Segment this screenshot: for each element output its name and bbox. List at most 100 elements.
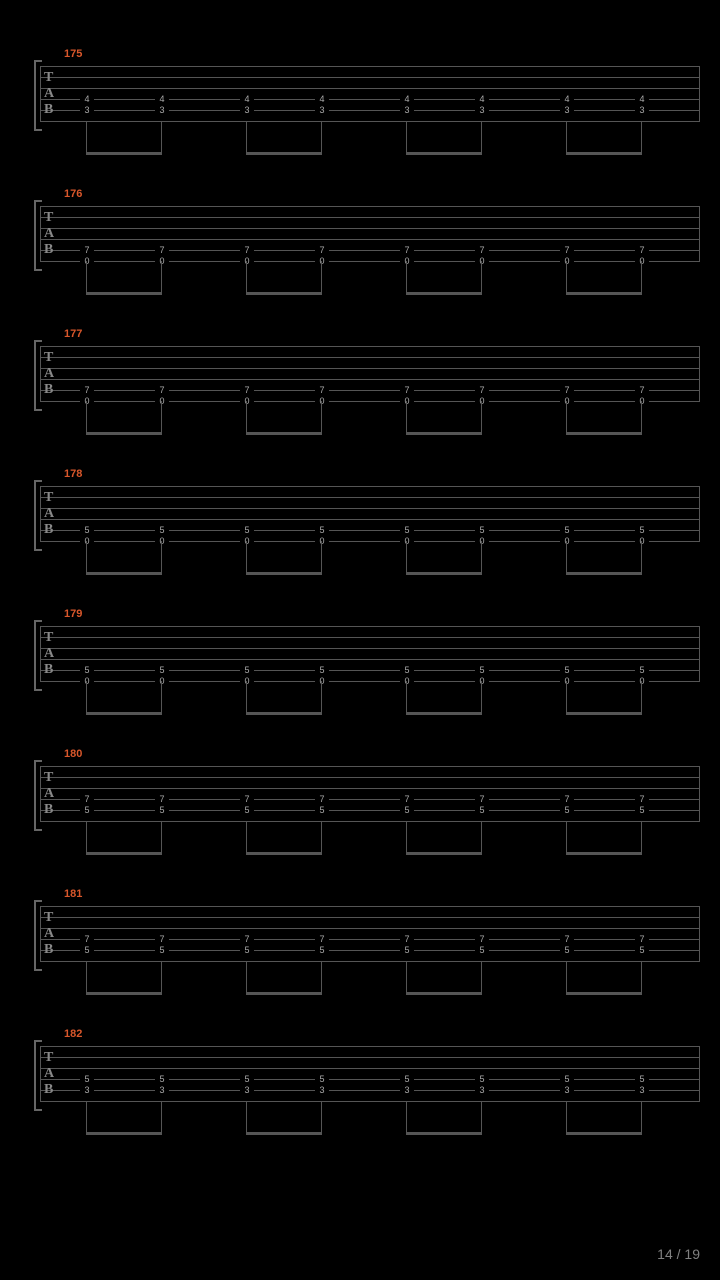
measure-number: 180	[64, 748, 82, 760]
fret-number: 5	[80, 945, 94, 956]
fret-number: 4	[315, 94, 329, 105]
note-stem	[566, 681, 567, 713]
fret-number: 7	[560, 245, 574, 256]
fret-number: 3	[560, 105, 574, 116]
note-stem	[86, 1101, 87, 1133]
fret-number: 5	[155, 665, 169, 676]
fret-number: 7	[400, 934, 414, 945]
tab-measure: 180TAB7575757575757575	[40, 748, 700, 848]
note-stem	[641, 121, 642, 153]
tab-clef-letter: T	[44, 491, 53, 505]
tab-clef-letter: T	[44, 631, 53, 645]
fret-number: 3	[475, 1085, 489, 1096]
note-stem	[246, 541, 247, 573]
note-stem	[246, 961, 247, 993]
fret-number: 0	[80, 256, 94, 267]
beam	[566, 432, 642, 435]
staff-line	[40, 519, 700, 520]
staff-line	[40, 239, 700, 240]
fret-number: 5	[315, 805, 329, 816]
tab-clef-letter: A	[44, 787, 54, 801]
beam	[406, 1132, 482, 1135]
fret-number: 3	[315, 1085, 329, 1096]
note-stem	[566, 121, 567, 153]
fret-number: 5	[155, 525, 169, 536]
note-stem	[246, 1101, 247, 1133]
fret-number: 3	[315, 105, 329, 116]
fret-number: 5	[240, 945, 254, 956]
fret-number: 4	[155, 94, 169, 105]
note-stem	[86, 821, 87, 853]
fret-number: 7	[315, 385, 329, 396]
staff-line	[40, 637, 700, 638]
beam	[406, 992, 482, 995]
staff-line	[40, 681, 700, 682]
barline	[699, 766, 700, 821]
tab-clef-letter: A	[44, 87, 54, 101]
fret-number: 5	[155, 945, 169, 956]
beam	[566, 572, 642, 575]
measure-number: 179	[64, 608, 82, 620]
barline	[40, 766, 41, 821]
fret-number: 5	[475, 665, 489, 676]
note-stem	[321, 121, 322, 153]
beam	[566, 852, 642, 855]
staff-line	[40, 486, 700, 487]
fret-number: 5	[155, 805, 169, 816]
fret-number: 5	[635, 1074, 649, 1085]
fret-number: 0	[155, 256, 169, 267]
fret-number: 7	[155, 934, 169, 945]
fret-number: 0	[315, 396, 329, 407]
fret-number: 5	[80, 805, 94, 816]
note-stem	[641, 961, 642, 993]
fret-number: 7	[80, 934, 94, 945]
note-stem	[86, 121, 87, 153]
fret-number: 7	[80, 385, 94, 396]
fret-number: 7	[80, 245, 94, 256]
beam	[406, 152, 482, 155]
beam	[86, 292, 162, 295]
staff-line	[40, 390, 700, 391]
measure-number: 181	[64, 888, 82, 900]
barline	[699, 66, 700, 121]
fret-number: 0	[240, 396, 254, 407]
staff-line	[40, 788, 700, 789]
beam	[86, 432, 162, 435]
note-stem	[321, 261, 322, 293]
tab-clef-letter: A	[44, 507, 54, 521]
beam	[406, 432, 482, 435]
note-stem	[641, 401, 642, 433]
staff-line	[40, 1090, 700, 1091]
tab-clef-letter: B	[44, 943, 53, 957]
note-stem	[566, 1101, 567, 1133]
barline	[40, 346, 41, 401]
fret-number: 7	[155, 245, 169, 256]
staff-line	[40, 810, 700, 811]
fret-number: 3	[560, 1085, 574, 1096]
fret-number: 7	[240, 794, 254, 805]
fret-number: 0	[635, 536, 649, 547]
note-stem	[406, 261, 407, 293]
note-stem	[246, 261, 247, 293]
staff-line	[40, 121, 700, 122]
note-stem	[406, 1101, 407, 1133]
beam	[246, 712, 322, 715]
fret-number: 0	[400, 256, 414, 267]
tab-clef-letter: T	[44, 71, 53, 85]
barline	[40, 1046, 41, 1101]
fret-number: 3	[80, 1085, 94, 1096]
fret-number: 7	[315, 934, 329, 945]
tab-clef-letter: A	[44, 1067, 54, 1081]
note-stem	[566, 961, 567, 993]
fret-number: 5	[400, 945, 414, 956]
note-stem	[481, 1101, 482, 1133]
tab-clef-letter: B	[44, 103, 53, 117]
fret-number: 5	[400, 1074, 414, 1085]
staff-line	[40, 950, 700, 951]
barline	[699, 206, 700, 261]
fret-number: 0	[635, 256, 649, 267]
tab-clef-letter: B	[44, 383, 53, 397]
beam	[566, 1132, 642, 1135]
fret-number: 5	[240, 665, 254, 676]
fret-number: 3	[635, 1085, 649, 1096]
